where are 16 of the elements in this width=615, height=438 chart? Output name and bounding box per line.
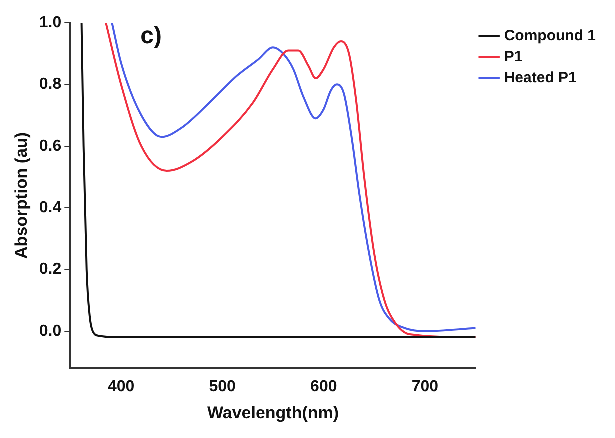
x-tick-label: 700 [412,378,439,396]
y-tick-label: 0.4 [39,199,62,216]
legend-label: P1 [504,48,523,66]
y-tick-label: 0.2 [39,261,62,278]
y-tick-label: 0.0 [39,322,62,340]
y-tick-label: 1.0 [39,14,62,32]
y-axis-title: Absorption (au) [12,132,31,259]
x-tick-label: 500 [209,378,236,396]
annotation: c) [140,22,162,50]
legend-label: Heated P1 [504,70,577,87]
x-axis-title: Wavelength(nm) [207,403,340,422]
x-tick-label: 600 [310,378,338,396]
y-tick-label: 0.8 [39,76,62,94]
legend-label: Compound 1 [504,28,596,45]
y-tick-label: 0.6 [39,138,62,155]
x-tick-label: 400 [108,378,135,396]
